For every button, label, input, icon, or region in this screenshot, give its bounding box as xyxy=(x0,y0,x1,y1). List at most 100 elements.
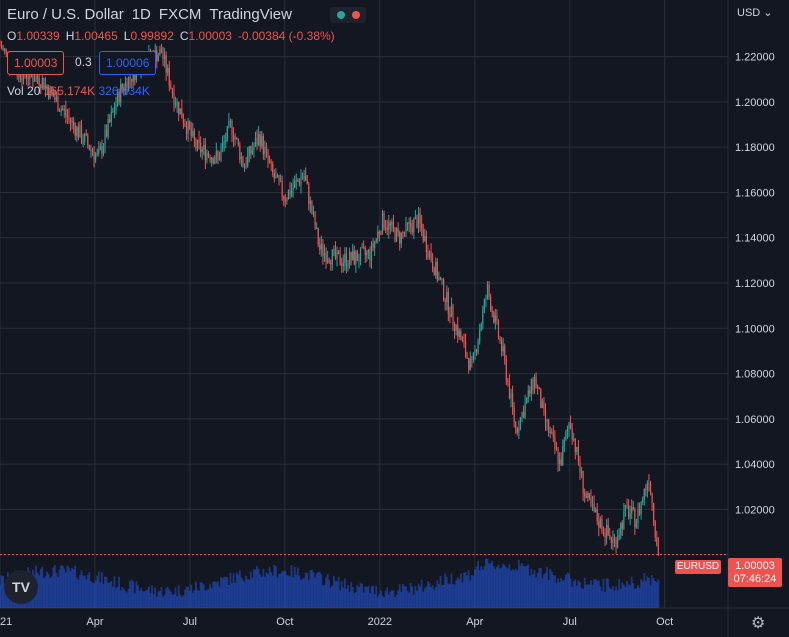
volume-bar xyxy=(630,576,633,608)
candle-body xyxy=(195,139,197,149)
candle-body xyxy=(408,222,410,225)
tradingview-logo-icon[interactable]: TV xyxy=(4,570,38,604)
candle-body xyxy=(196,139,199,149)
volume-bar xyxy=(3,583,6,608)
volume-bar xyxy=(336,581,338,608)
gear-icon[interactable]: ⚙ xyxy=(751,615,766,632)
volume-bar xyxy=(384,590,387,608)
volume-bar xyxy=(58,569,61,608)
candle-body xyxy=(653,503,655,522)
candle-body xyxy=(375,238,377,243)
volume-bar xyxy=(245,575,248,608)
volume-bar xyxy=(369,593,371,608)
volume-bar xyxy=(329,587,332,608)
volume-bar xyxy=(541,578,544,608)
interval-label[interactable]: 1D xyxy=(131,6,151,23)
symbol-header[interactable]: Euro / U.S. Dollar 1D FXCM TradingView xyxy=(7,6,300,23)
candle-body xyxy=(214,159,216,164)
current-price-tag: 1.00003 07:46:24 xyxy=(728,558,782,587)
candle-body xyxy=(113,110,116,112)
volume-bar xyxy=(259,574,262,608)
candle-body xyxy=(656,537,658,546)
volume-bar xyxy=(218,586,221,608)
volume-bar xyxy=(564,574,567,608)
candle-body xyxy=(2,48,4,50)
volume-bar xyxy=(267,574,269,608)
volume-bar xyxy=(213,581,216,608)
candle-body xyxy=(171,88,174,94)
candle-body xyxy=(402,232,404,234)
volume-bar xyxy=(80,570,83,608)
candle-body xyxy=(416,216,418,228)
volume-bar xyxy=(334,580,337,608)
candle-body xyxy=(432,260,434,269)
volume-bar xyxy=(74,565,77,608)
candle-body xyxy=(189,120,191,129)
candle-body xyxy=(289,190,291,196)
volume-bar xyxy=(133,593,136,608)
candle-body xyxy=(386,228,388,230)
candle-body xyxy=(174,105,177,107)
volume-bar xyxy=(332,575,335,608)
candle-body xyxy=(626,505,628,507)
candle-body xyxy=(403,232,406,234)
time-tick-label: Oct xyxy=(656,616,673,628)
volume-bar xyxy=(390,590,393,608)
high-label: H xyxy=(65,29,75,43)
candle-body xyxy=(585,496,587,499)
volume-bar xyxy=(296,567,299,608)
volume-bar xyxy=(339,590,342,608)
candle-body xyxy=(270,162,272,164)
currency-label: USD xyxy=(737,7,761,19)
candle-body xyxy=(511,392,514,407)
volume-bar xyxy=(227,584,230,608)
volume-bar xyxy=(140,588,142,608)
volume-bar xyxy=(637,585,639,608)
low-value: 0.99892 xyxy=(130,29,174,43)
volume-bar xyxy=(632,582,635,608)
candle-body xyxy=(497,320,500,338)
candle-body xyxy=(330,262,332,265)
candle-body xyxy=(184,123,186,127)
candle-body xyxy=(598,521,600,528)
candle-body xyxy=(109,119,111,122)
candle-body xyxy=(162,53,164,60)
volume-bar xyxy=(408,592,411,608)
candle-body xyxy=(295,180,297,182)
volume-bar xyxy=(597,580,600,608)
volume-bar xyxy=(323,584,326,608)
candle-body xyxy=(397,228,399,233)
candle-body xyxy=(292,187,294,190)
candle-body xyxy=(634,508,636,528)
volume-bar xyxy=(284,570,287,608)
candle-body xyxy=(300,177,302,185)
candle-body xyxy=(193,130,195,140)
candle-body xyxy=(580,471,583,473)
candle-body xyxy=(317,227,319,245)
candle-body xyxy=(609,534,611,538)
candle-body xyxy=(237,138,239,145)
candle-body xyxy=(156,49,158,62)
sell-button[interactable]: 1.00003 xyxy=(7,51,65,75)
candle-body xyxy=(231,121,233,135)
market-status[interactable] xyxy=(330,7,366,23)
buy-button[interactable]: 1.00006 xyxy=(99,51,157,75)
candle-body xyxy=(480,323,482,331)
volume-bar xyxy=(583,577,586,608)
volume-bar xyxy=(569,578,572,608)
volume-bar xyxy=(149,593,152,608)
currency-dropdown[interactable]: USD ⌄ xyxy=(737,6,773,19)
volume-bar xyxy=(447,583,450,608)
candle-body xyxy=(88,144,90,150)
candle-body xyxy=(303,175,305,178)
candle-body xyxy=(308,184,310,205)
candlestick-series xyxy=(0,40,659,557)
volume-bar xyxy=(182,595,185,608)
candle-body xyxy=(584,493,586,497)
candle-body xyxy=(355,251,357,265)
volume-bar xyxy=(343,578,346,608)
volume-bar xyxy=(187,586,190,608)
candle-body xyxy=(264,147,266,154)
volume-bar xyxy=(417,583,420,608)
candle-body xyxy=(176,101,178,106)
